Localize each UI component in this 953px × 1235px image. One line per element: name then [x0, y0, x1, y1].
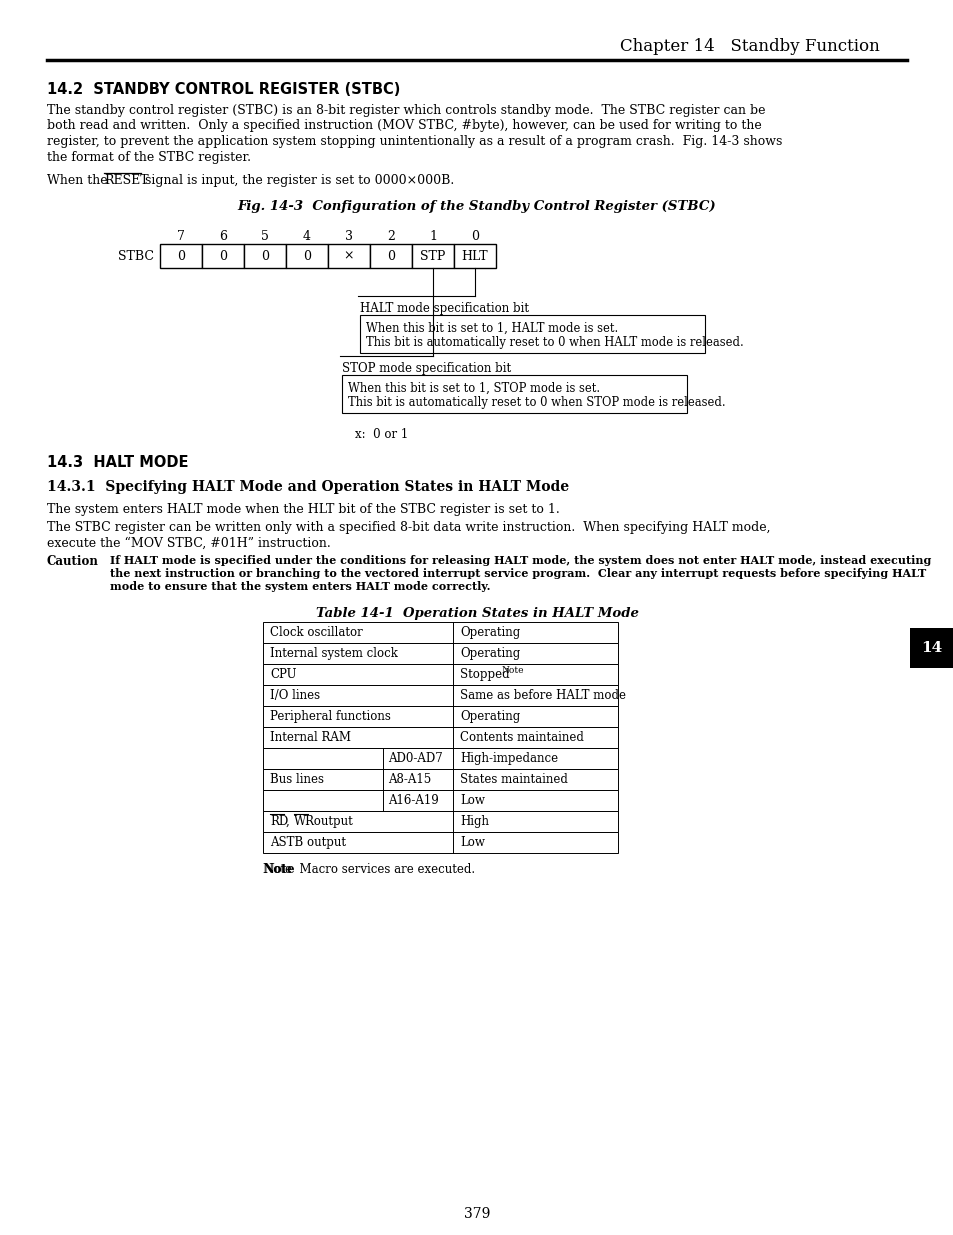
Text: Stopped: Stopped	[459, 668, 509, 680]
Text: ,: ,	[286, 815, 294, 827]
Text: STP: STP	[420, 249, 445, 263]
Text: mode to ensure that the system enters HALT mode correctly.: mode to ensure that the system enters HA…	[110, 580, 490, 592]
Text: A8-A15: A8-A15	[388, 773, 431, 785]
Text: Fig. 14-3  Configuration of the Standby Control Register (STBC): Fig. 14-3 Configuration of the Standby C…	[237, 200, 716, 212]
Text: Note: Note	[263, 863, 294, 876]
Bar	[263, 727, 618, 748]
Text: The system enters HALT mode when the HLT bit of the STBC register is set to 1.: The system enters HALT mode when the HLT…	[47, 503, 559, 516]
Bar	[263, 685, 618, 706]
Text: Note: Note	[501, 666, 524, 676]
Bar	[412, 245, 454, 268]
Text: States maintained: States maintained	[459, 773, 567, 785]
Text: Caution: Caution	[47, 555, 99, 568]
Text: When this bit is set to 1, HALT mode is set.: When this bit is set to 1, HALT mode is …	[366, 322, 618, 335]
Text: x:  0 or 1: x: 0 or 1	[355, 429, 408, 441]
Text: ×: ×	[343, 249, 354, 263]
Text: When the: When the	[47, 174, 112, 186]
Text: 14.2  STANDBY CONTROL REGISTER (STBC): 14.2 STANDBY CONTROL REGISTER (STBC)	[47, 82, 400, 98]
Text: Operating: Operating	[459, 710, 519, 722]
Bar	[370, 245, 412, 268]
Text: HLT: HLT	[461, 249, 488, 263]
Bar	[909, 629, 953, 668]
Text: signal is input, the register is set to 0000×000B.: signal is input, the register is set to …	[141, 174, 454, 186]
Bar	[160, 245, 202, 268]
Text: The standby control register (STBC) is an 8-bit register which controls standby : The standby control register (STBC) is a…	[47, 104, 764, 117]
Text: Internal RAM: Internal RAM	[270, 731, 351, 743]
Text: AD0-AD7: AD0-AD7	[388, 752, 442, 764]
Text: Same as before HALT mode: Same as before HALT mode	[459, 689, 625, 701]
Text: Operating: Operating	[459, 647, 519, 659]
Text: 3: 3	[345, 230, 353, 243]
Bar	[263, 706, 618, 727]
Text: This bit is automatically reset to 0 when HALT mode is released.: This bit is automatically reset to 0 whe…	[366, 336, 743, 350]
Text: 0: 0	[387, 249, 395, 263]
Bar	[359, 315, 704, 353]
Text: output: output	[310, 815, 353, 827]
Text: 0: 0	[219, 249, 227, 263]
Bar	[263, 664, 618, 685]
Text: When this bit is set to 1, STOP mode is set.: When this bit is set to 1, STOP mode is …	[348, 382, 599, 395]
Bar	[341, 375, 686, 412]
Text: 2: 2	[387, 230, 395, 243]
Text: Note  Macro services are executed.: Note Macro services are executed.	[263, 863, 475, 876]
Text: High-impedance: High-impedance	[459, 752, 558, 764]
Text: the format of the STBC register.: the format of the STBC register.	[47, 151, 251, 163]
Bar	[263, 811, 618, 832]
Text: RESET: RESET	[104, 174, 149, 186]
Text: 0: 0	[261, 249, 269, 263]
Bar	[202, 245, 244, 268]
Text: 7: 7	[177, 230, 185, 243]
Text: Bus lines: Bus lines	[270, 773, 324, 785]
Bar	[263, 769, 618, 790]
Bar	[263, 748, 618, 769]
Text: 0: 0	[471, 230, 478, 243]
Text: The STBC register can be written only with a specified 8-bit data write instruct: The STBC register can be written only wi…	[47, 521, 770, 534]
Text: 14: 14	[921, 641, 942, 655]
Text: 0: 0	[177, 249, 185, 263]
Text: High: High	[459, 815, 489, 827]
Text: Operating: Operating	[459, 626, 519, 638]
Bar	[454, 245, 496, 268]
Text: Low: Low	[459, 836, 484, 848]
Text: This bit is automatically reset to 0 when STOP mode is released.: This bit is automatically reset to 0 whe…	[348, 396, 725, 409]
Text: Peripheral functions: Peripheral functions	[270, 710, 391, 722]
Text: 4: 4	[303, 230, 311, 243]
Text: the next instruction or branching to the vectored interrupt service program.  Cl: the next instruction or branching to the…	[110, 568, 925, 579]
Text: STOP mode specification bit: STOP mode specification bit	[341, 362, 511, 375]
Text: 14.3  HALT MODE: 14.3 HALT MODE	[47, 454, 189, 471]
Bar	[286, 245, 328, 268]
Text: Low: Low	[459, 794, 484, 806]
Text: execute the “MOV STBC, #01H” instruction.: execute the “MOV STBC, #01H” instruction…	[47, 536, 331, 550]
Text: ASTB output: ASTB output	[270, 836, 346, 848]
Text: Contents maintained: Contents maintained	[459, 731, 583, 743]
Text: 1: 1	[429, 230, 436, 243]
Text: both read and written.  Only a specified instruction (MOV STBC, #byte), however,: both read and written. Only a specified …	[47, 120, 760, 132]
Text: WR: WR	[294, 815, 314, 827]
Text: Clock oscillator: Clock oscillator	[270, 626, 362, 638]
Text: register, to prevent the application system stopping unintentionally as a result: register, to prevent the application sys…	[47, 135, 781, 148]
Text: Chapter 14   Standby Function: Chapter 14 Standby Function	[619, 38, 879, 56]
Bar	[263, 643, 618, 664]
Bar	[328, 245, 370, 268]
Bar	[263, 622, 618, 643]
Text: RD: RD	[270, 815, 288, 827]
Text: If HALT mode is specified under the conditions for releasing HALT mode, the syst: If HALT mode is specified under the cond…	[110, 555, 930, 566]
Text: STBC: STBC	[118, 249, 153, 263]
Text: CPU: CPU	[270, 668, 296, 680]
Bar	[263, 790, 618, 811]
Text: 379: 379	[463, 1207, 490, 1221]
Text: A16-A19: A16-A19	[388, 794, 438, 806]
Text: Table 14-1  Operation States in HALT Mode: Table 14-1 Operation States in HALT Mode	[315, 606, 638, 620]
Text: I/O lines: I/O lines	[270, 689, 320, 701]
Text: 5: 5	[261, 230, 269, 243]
Text: 14.3.1  Specifying HALT Mode and Operation States in HALT Mode: 14.3.1 Specifying HALT Mode and Operatio…	[47, 480, 569, 494]
Text: HALT mode specification bit: HALT mode specification bit	[359, 303, 529, 315]
Text: Internal system clock: Internal system clock	[270, 647, 397, 659]
Text: 0: 0	[303, 249, 311, 263]
Bar	[244, 245, 286, 268]
Text: 6: 6	[219, 230, 227, 243]
Bar	[263, 832, 618, 853]
